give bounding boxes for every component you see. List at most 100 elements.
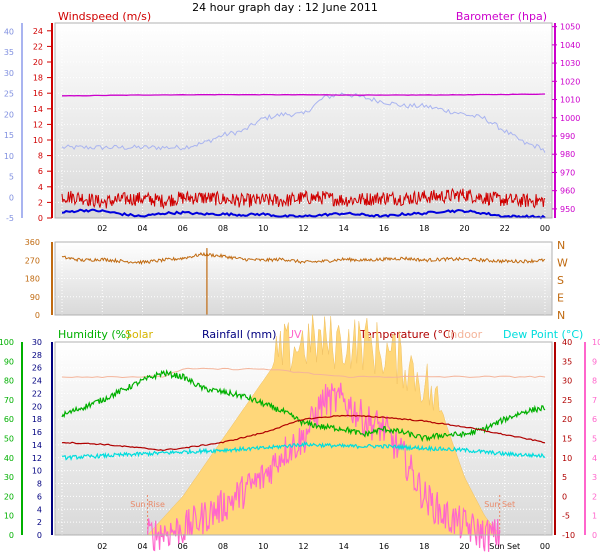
rain-y-tick: 10	[32, 467, 42, 476]
chart-title: 24 hour graph day : 12 June 2011	[192, 1, 378, 14]
wind-y-tick: 10	[33, 136, 43, 145]
direction-y-tick: 360	[25, 238, 40, 247]
baro-y-tick: 970	[560, 168, 575, 177]
wind-series	[61, 92, 546, 220]
temp-y-tick: 10	[562, 454, 572, 463]
humidity-y-tick: 30	[4, 473, 14, 482]
indoor-line	[61, 367, 546, 379]
climate-x-tick: 00	[540, 542, 550, 551]
rain-y-tick: 22	[32, 389, 42, 398]
legend-uv: UV	[286, 328, 302, 341]
temp-y-tick: -10	[562, 531, 575, 540]
humidity-y-tick: 10	[4, 512, 14, 521]
wind-x-tick: 22	[500, 224, 510, 233]
rain-y-tick: 6	[37, 492, 42, 501]
windspeed-line	[61, 187, 546, 210]
rain-y-tick: 0	[37, 531, 42, 540]
compass-label: W	[557, 257, 568, 270]
direction-line	[61, 251, 546, 266]
baro-y-tick: 1020	[560, 77, 580, 86]
temp-y-tick: 20	[562, 415, 572, 424]
uv-line	[147, 382, 501, 552]
wind-x-tick: 10	[258, 224, 268, 233]
baro-y-tick: 980	[560, 150, 575, 159]
aux-y-tick: 25	[4, 90, 14, 99]
aux-y-tick: 35	[4, 48, 14, 57]
aux-y-tick: 30	[4, 69, 14, 78]
temperature-line	[61, 414, 546, 451]
legend-solar: Solar	[125, 328, 154, 341]
baro-y-tick: 1010	[560, 96, 580, 105]
baro-y-tick: 1040	[560, 41, 580, 50]
legend-indoor: Indoor	[447, 328, 483, 341]
humidity-y-tick: 50	[4, 435, 14, 444]
uv-y-tick: 0	[592, 531, 597, 540]
rain-y-tick: 12	[32, 454, 42, 463]
rain-y-tick: 4	[37, 505, 42, 514]
uv-y-tick: 6	[592, 415, 597, 424]
wind-y-tick: 6	[38, 167, 43, 176]
climate-x-tick: 12	[298, 542, 308, 551]
climate-axes: 0246810121416182022242628300102030405060…	[0, 338, 600, 551]
climate-x-tick: 10	[258, 542, 268, 551]
baro-y-tick: 1050	[560, 23, 580, 32]
rain-y-tick: 20	[32, 402, 42, 411]
wind-grid	[55, 23, 552, 219]
legend-humidity: Humidity (%)	[58, 328, 130, 341]
temp-y-tick: 0	[562, 492, 567, 501]
baro-y-tick: 960	[560, 187, 575, 196]
rain-y-tick: 14	[32, 441, 42, 450]
temp-y-tick: 30	[562, 377, 572, 386]
climate-x-tick: 08	[218, 542, 228, 551]
wind-x-tick: 14	[339, 224, 349, 233]
humidity-line	[61, 369, 546, 443]
climate-x-tick: Sun Set	[489, 542, 520, 551]
rain-y-tick: 2	[37, 518, 42, 527]
climate-x-tick: 16	[379, 542, 389, 551]
uv-y-tick: 2	[592, 492, 597, 501]
wind-x-tick: 16	[379, 224, 389, 233]
humidity-y-tick: 40	[4, 454, 14, 463]
humidity-y-tick: 0	[9, 531, 14, 540]
climate-x-tick: 20	[459, 542, 469, 551]
uv-y-tick: 3	[592, 473, 597, 482]
uv-y-tick: 8	[592, 377, 597, 386]
temp-y-tick: 5	[562, 473, 567, 482]
compass-label: E	[557, 292, 564, 305]
wind-x-tick: 20	[459, 224, 469, 233]
aux-y-tick: 0	[9, 193, 14, 202]
uv-y-tick: 5	[592, 435, 597, 444]
wind-y-tick: 12	[33, 120, 43, 129]
compass-label: S	[557, 274, 564, 287]
wind-x-tick: 06	[178, 224, 188, 233]
wind-x-tick: 18	[419, 224, 429, 233]
wind-average-line	[61, 208, 546, 220]
direction-y-tick: 0	[35, 311, 40, 320]
aux-y-tick: 40	[4, 27, 14, 36]
rain-y-tick: 30	[32, 338, 42, 347]
dewpoint-line	[61, 440, 546, 461]
rain-y-tick: 26	[32, 364, 42, 373]
uv-y-tick: 9	[592, 357, 597, 366]
direction-y-tick: 90	[30, 293, 40, 302]
aux-y-tick: -5	[6, 214, 14, 223]
uv-y-tick: 7	[592, 396, 597, 405]
direction-y-tick: 270	[25, 256, 40, 265]
wind-y-tick: 16	[33, 89, 43, 98]
windspeed-label: Windspeed (m/s)	[58, 10, 151, 23]
compass-label: N	[557, 239, 565, 252]
temp-y-tick: 35	[562, 357, 572, 366]
wind-y-tick: 14	[33, 105, 43, 114]
wind-y-tick: 0	[38, 214, 43, 223]
humidity-y-tick: 80	[4, 377, 14, 386]
legend-dewpoint: Dew Point (°C)	[503, 328, 583, 341]
direction-series	[61, 248, 546, 315]
wind-y-tick: 20	[33, 58, 43, 67]
humidity-y-tick: 70	[4, 396, 14, 405]
temp-y-tick: 25	[562, 396, 572, 405]
baro-y-tick: 990	[560, 132, 575, 141]
uv-y-tick: 4	[592, 454, 597, 463]
temp-y-tick: -5	[562, 512, 570, 521]
